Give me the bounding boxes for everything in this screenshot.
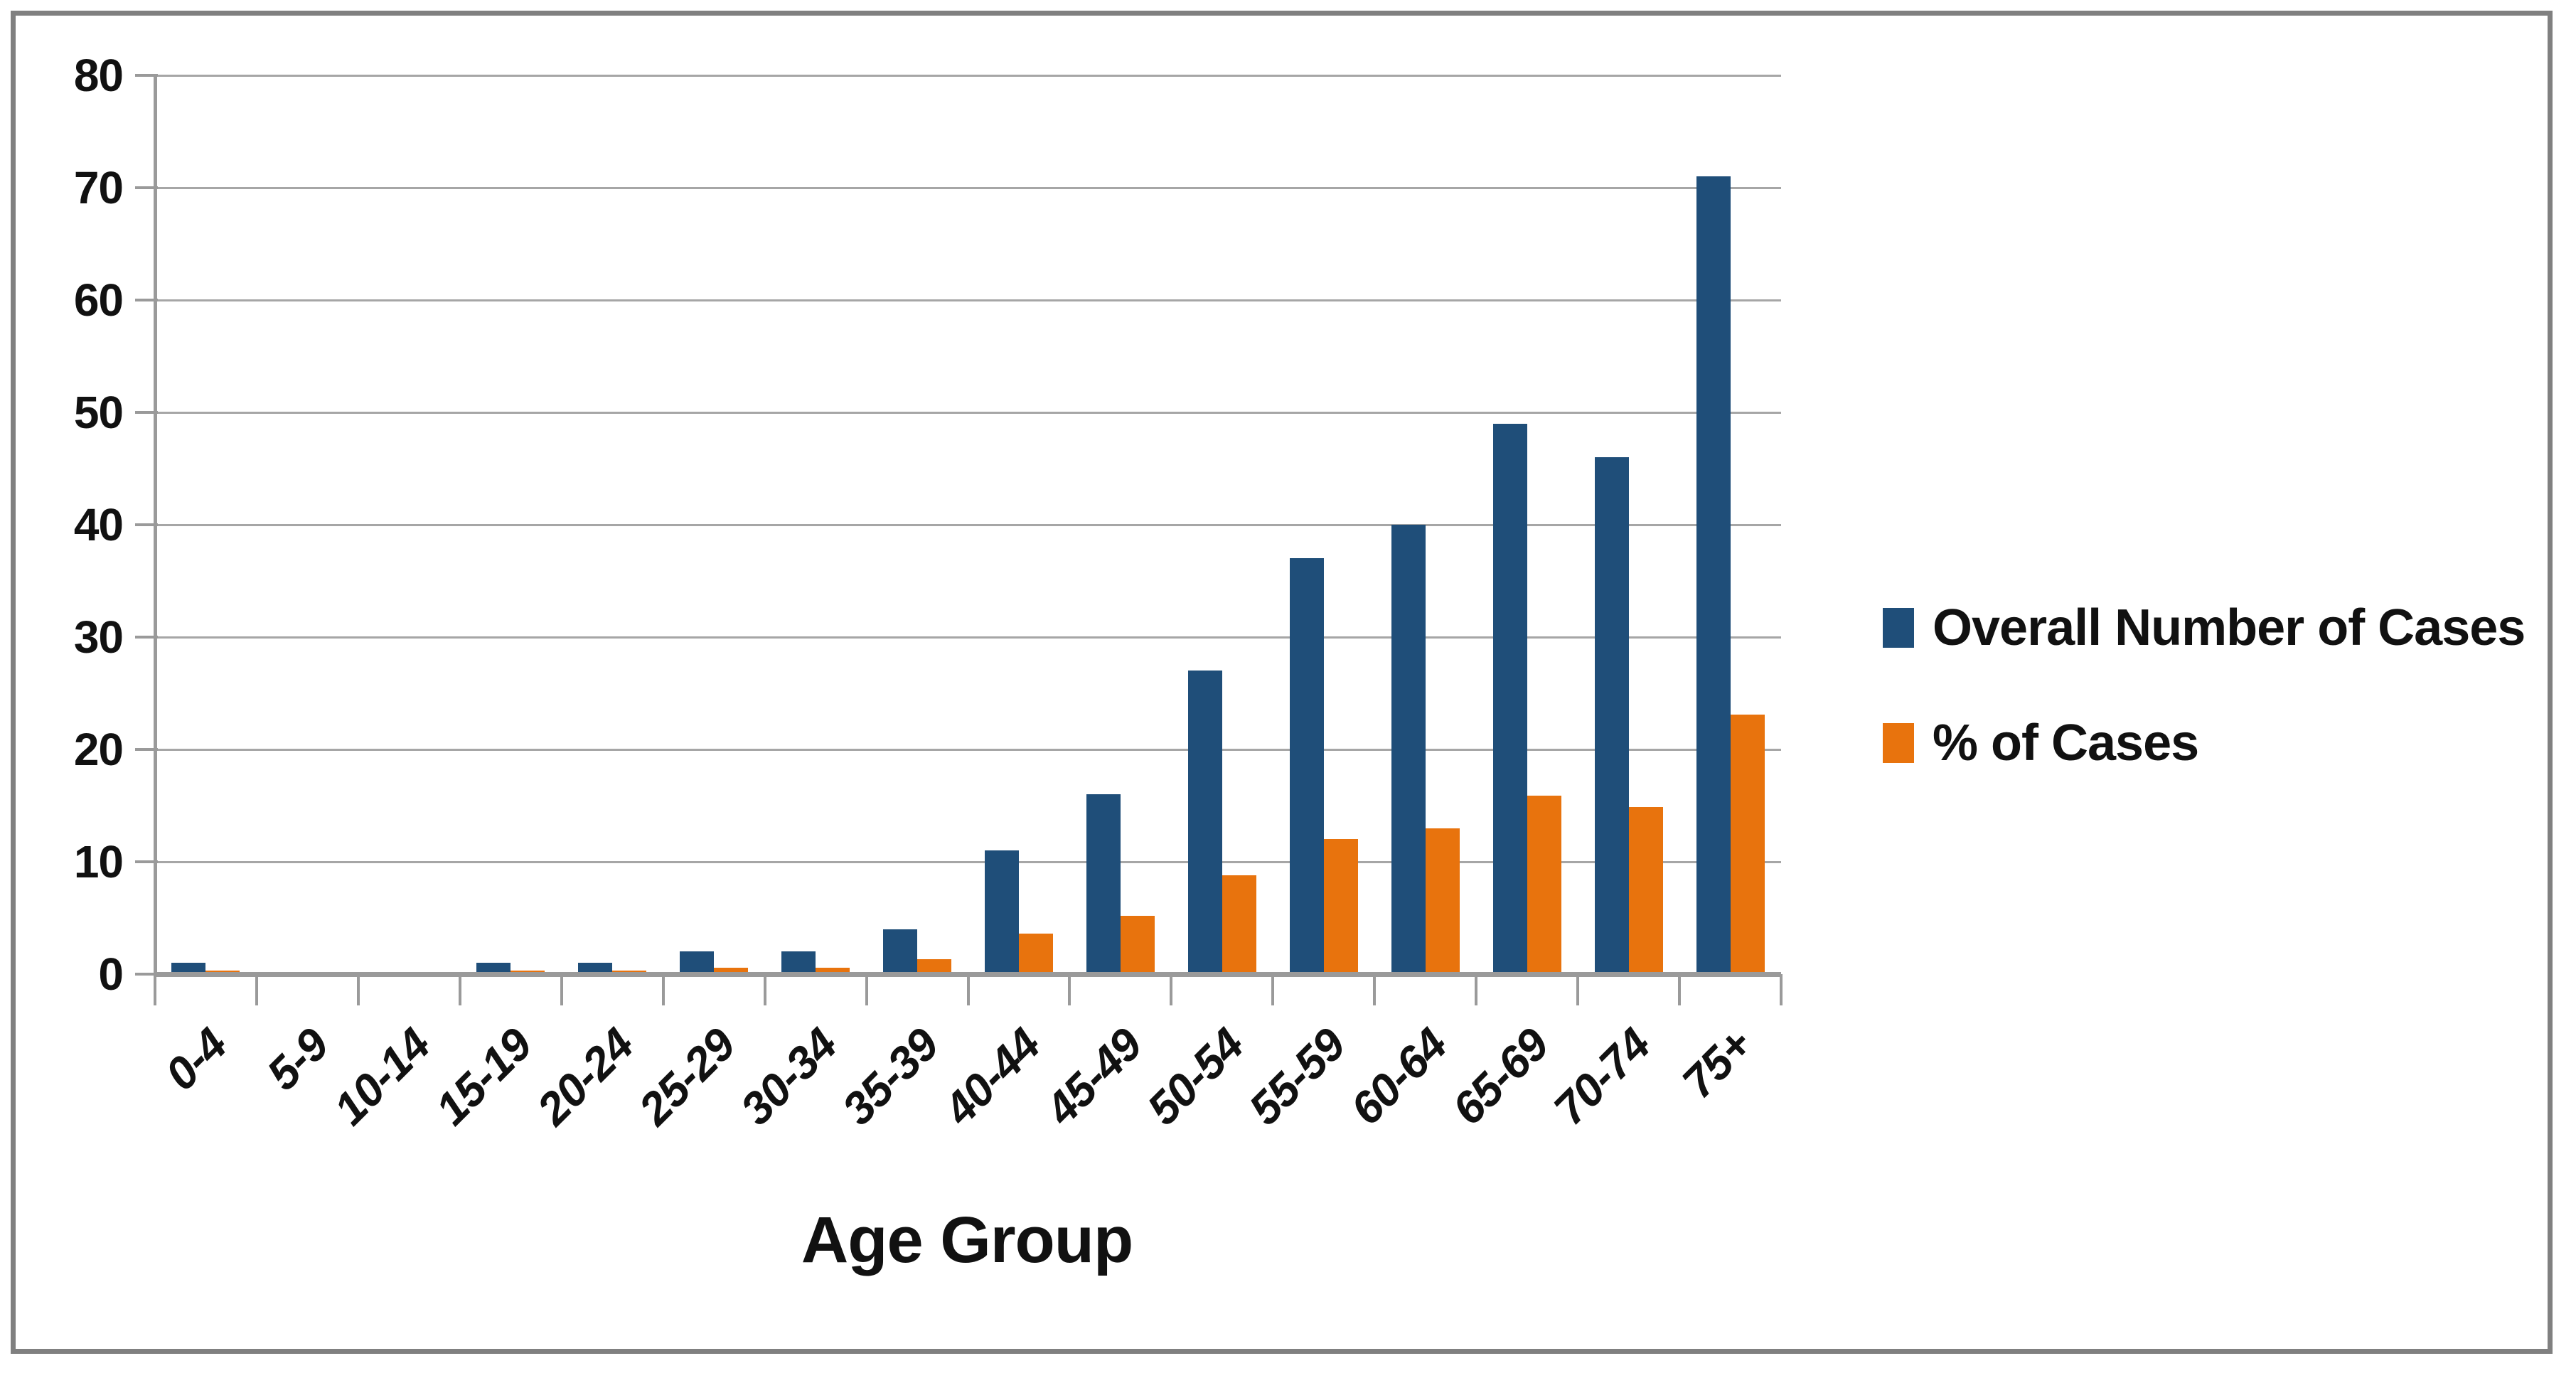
- legend: Overall Number of Cases % of Cases: [1883, 599, 2526, 836]
- x-axis-tick: [1068, 974, 1071, 1005]
- bar-percent-35-39: [917, 959, 952, 974]
- bar-cases-75+: [1696, 176, 1731, 974]
- x-axis-tick: [1271, 974, 1275, 1005]
- gridline-70: [155, 187, 1781, 189]
- bar-percent-40-44: [1018, 934, 1053, 974]
- bar-cases-65-69: [1492, 423, 1527, 974]
- legend-label-percent-cases: % of Cases: [1933, 715, 2199, 771]
- bar-cases-25-29: [680, 951, 715, 974]
- bar-cases-60-64: [1391, 525, 1426, 974]
- bar-cases-40-44: [984, 850, 1019, 974]
- bar-cases-50-54: [1187, 671, 1222, 974]
- bar-percent-75+: [1730, 715, 1765, 974]
- y-axis-label: 80: [73, 50, 124, 101]
- bar-cases-0-4: [171, 963, 206, 974]
- bar-percent-60-64: [1425, 828, 1460, 974]
- gridline-50: [155, 412, 1781, 414]
- x-axis-tick: [1475, 974, 1478, 1005]
- bar-cases-30-34: [781, 951, 816, 974]
- x-axis-tick: [966, 974, 970, 1005]
- bar-percent-30-34: [816, 967, 850, 974]
- bar-percent-65-69: [1527, 795, 1561, 974]
- x-axis-tick: [1170, 974, 1173, 1005]
- legend-item-overall-cases: Overall Number of Cases: [1883, 599, 2526, 656]
- gridline-10: [155, 861, 1781, 863]
- x-axis-line: [155, 972, 1781, 977]
- legend-swatch-blue-icon: [1883, 608, 1914, 648]
- bar-cases-20-24: [578, 963, 613, 974]
- y-axis-label: 70: [73, 162, 124, 213]
- y-axis-tick: [135, 748, 158, 751]
- y-axis-line: [154, 75, 157, 974]
- y-axis-label: 0: [98, 949, 124, 1000]
- x-axis-tick: [458, 974, 461, 1005]
- y-axis-tick: [135, 523, 158, 526]
- x-axis-title: Age Group: [801, 1204, 1133, 1276]
- legend-swatch-orange-icon: [1883, 723, 1914, 763]
- bar-cases-15-19: [476, 963, 511, 974]
- x-axis-tick: [661, 974, 665, 1005]
- x-axis-tick: [1576, 974, 1580, 1005]
- gridline-30: [155, 636, 1781, 639]
- gridline-20: [155, 749, 1781, 751]
- gridline-60: [155, 299, 1781, 301]
- x-axis-tick: [356, 974, 360, 1005]
- gridline-80: [155, 75, 1781, 77]
- bar-percent-50-54: [1222, 875, 1256, 974]
- y-axis-tick: [135, 186, 158, 189]
- bar-percent-25-29: [714, 967, 749, 974]
- gridline-40: [155, 524, 1781, 526]
- y-axis-label: 30: [73, 611, 124, 663]
- legend-item-percent-cases: % of Cases: [1883, 715, 2525, 771]
- x-axis-tick: [1678, 974, 1682, 1005]
- y-axis-tick: [135, 973, 158, 976]
- x-axis-tick: [865, 974, 868, 1005]
- bar-cases-45-49: [1086, 794, 1121, 974]
- x-axis-tick: [1780, 974, 1783, 1005]
- y-axis-label: 10: [73, 836, 124, 887]
- y-axis-tick: [135, 74, 158, 77]
- x-axis-tick: [1373, 974, 1377, 1005]
- chart-outer-frame: [11, 11, 2553, 1354]
- bar-percent-45-49: [1120, 915, 1155, 974]
- y-axis-tick: [135, 299, 158, 301]
- x-axis-tick: [154, 974, 156, 1005]
- bar-cases-35-39: [883, 929, 918, 974]
- y-axis-tick: [135, 411, 158, 414]
- x-axis-tick: [255, 974, 258, 1005]
- bar-percent-70-74: [1628, 806, 1663, 974]
- x-axis-tick: [560, 974, 563, 1005]
- y-axis-label: 50: [73, 387, 124, 438]
- x-axis-tick: [763, 974, 766, 1005]
- y-axis-label: 20: [73, 724, 124, 775]
- legend-label-overall-cases: Overall Number of Cases: [1933, 599, 2526, 656]
- y-axis-tick: [135, 860, 158, 863]
- bar-cases-55-59: [1289, 558, 1324, 974]
- y-axis-label: 40: [73, 499, 124, 550]
- bar-percent-55-59: [1323, 839, 1358, 974]
- y-axis-tick: [135, 636, 158, 639]
- bar-cases-70-74: [1594, 457, 1629, 974]
- y-axis-label: 60: [73, 274, 124, 326]
